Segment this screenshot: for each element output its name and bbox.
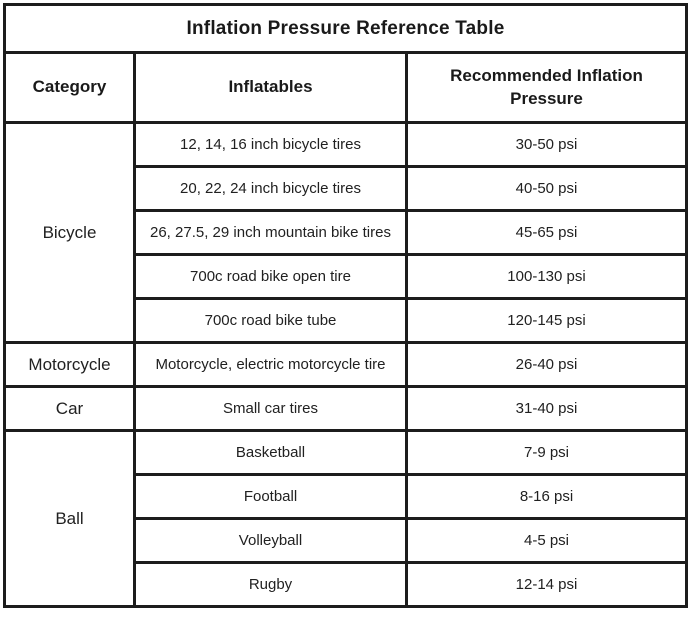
pressure-cell: 12-14 psi — [405, 561, 688, 608]
category-cell-bicycle: Bicycle — [3, 121, 136, 344]
category-cell-motorcycle: Motorcycle — [3, 341, 136, 388]
pressure-cell: 26-40 psi — [405, 341, 688, 388]
title-row: Inflation Pressure Reference Table — [3, 3, 688, 54]
table-row: Football 8-16 psi — [5, 473, 688, 520]
inflatable-cell: Basketball — [133, 429, 408, 476]
table-row: Volleyball 4-5 psi — [5, 517, 688, 564]
column-header-pressure: Recommended Inflation Pressure — [405, 51, 688, 124]
pressure-cell: 4-5 psi — [405, 517, 688, 564]
inflatable-cell: 12, 14, 16 inch bicycle tires — [133, 121, 408, 168]
table-title: Inflation Pressure Reference Table — [3, 3, 688, 54]
table-row: 700c road bike tube 120-145 psi — [5, 297, 688, 344]
pressure-cell: 120-145 psi — [405, 297, 688, 344]
inflatable-cell: 20, 22, 24 inch bicycle tires — [133, 165, 408, 212]
category-cell-ball: Ball — [3, 429, 136, 608]
table-row: Bicycle 12, 14, 16 inch bicycle tires 30… — [3, 121, 688, 344]
inflatable-cell: Small car tires — [133, 385, 408, 432]
table-row: 20, 22, 24 inch bicycle tires 40-50 psi — [5, 165, 688, 212]
table-row: Car Small car tires 31-40 psi — [3, 385, 688, 432]
pressure-cell: 7-9 psi — [405, 429, 688, 476]
pressure-cell: 45-65 psi — [405, 209, 688, 256]
pressure-cell: 100-130 psi — [405, 253, 688, 300]
pressure-cell: 40-50 psi — [405, 165, 688, 212]
pressure-cell: 31-40 psi — [405, 385, 688, 432]
inflatable-cell: Volleyball — [133, 517, 408, 564]
header-row: Category Inflatables Recommended Inflati… — [3, 51, 688, 124]
inflatable-cell: 700c road bike open tire — [133, 253, 408, 300]
inflatable-cell: Motorcycle, electric motorcycle tire — [133, 341, 408, 388]
column-header-category: Category — [3, 51, 136, 124]
table-row: Rugby 12-14 psi — [5, 561, 688, 608]
inflation-pressure-table: Inflation Pressure Reference Table Categ… — [3, 3, 688, 608]
inflatable-cell: 26, 27.5, 29 inch mountain bike tires — [133, 209, 408, 256]
inflatable-cell: Football — [133, 473, 408, 520]
table-row: 700c road bike open tire 100-130 psi — [5, 253, 688, 300]
pressure-cell: 8-16 psi — [405, 473, 688, 520]
pressure-cell: 30-50 psi — [405, 121, 688, 168]
table-row: 26, 27.5, 29 inch mountain bike tires 45… — [5, 209, 688, 256]
inflatable-cell: 700c road bike tube — [133, 297, 408, 344]
inflatable-cell: Rugby — [133, 561, 408, 608]
table-row: Motorcycle Motorcycle, electric motorcyc… — [3, 341, 688, 388]
column-header-inflatables: Inflatables — [133, 51, 408, 124]
category-cell-car: Car — [3, 385, 136, 432]
table-row: Ball Basketball 7-9 psi — [3, 429, 688, 608]
